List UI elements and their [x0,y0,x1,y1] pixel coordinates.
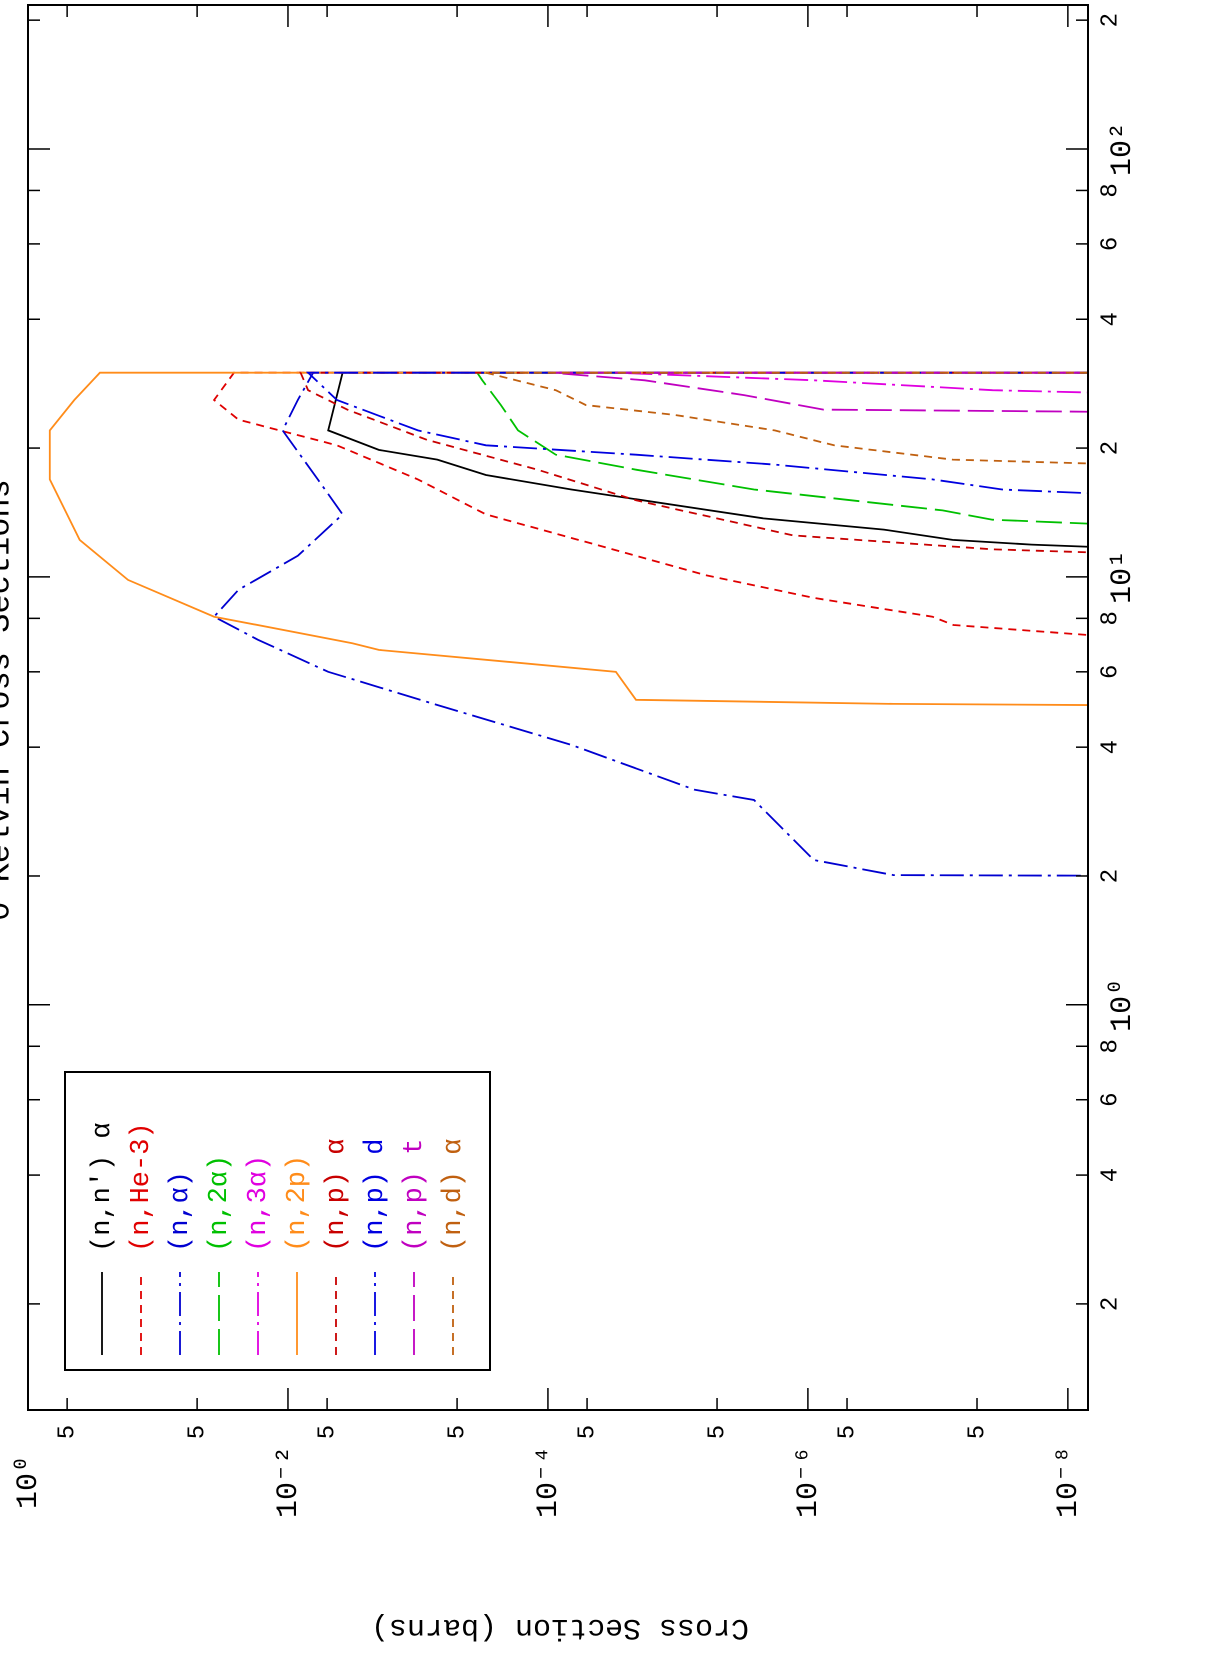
series-line [212,371,1088,636]
legend-label: (n,p) t [400,1139,430,1252]
x-tick-label: 2 [1097,13,1124,27]
y-tick-label: 5 [184,1425,211,1439]
y-tick-label: 10⁻⁶ [792,1446,826,1518]
legend-label: (n,2p) [283,1155,313,1252]
legend-label: (n,2α) [205,1155,235,1252]
y-tick-label: 5 [574,1425,601,1439]
x-tick-label: 8 [1097,183,1124,197]
x-tick-label: 10⁰ [1106,978,1140,1032]
x-tick-label: 2 [1097,1297,1124,1311]
plot-area [48,371,1088,877]
x-tick-label: 2 [1097,869,1124,883]
series-line [327,371,1088,548]
series-line [48,371,1088,706]
x-tick-label: 8 [1097,1039,1124,1053]
y-tick-label: 5 [834,1425,861,1439]
x-tick-label: 8 [1097,611,1124,625]
legend-label: (n,n') α [88,1122,118,1252]
y-tick-label: 5 [54,1425,81,1439]
series-line [485,371,1088,465]
y-tick-label: 10⁰ [12,1455,46,1509]
y-tick-label: 10⁻⁸ [1052,1446,1086,1518]
x-tick-label: 10² [1106,122,1140,176]
x-tick-label: 6 [1097,1093,1124,1107]
y-tick-label: 5 [704,1425,731,1439]
series-line [305,371,1088,495]
series-line [550,371,1088,413]
legend-label: (n,α) [166,1171,196,1252]
legend-box [64,1071,491,1371]
legend-label: (n,3α) [244,1155,274,1252]
y-tick-label: 5 [964,1425,991,1439]
x-tick-label: 4 [1097,312,1124,326]
x-tick-label: 10¹ [1106,550,1140,604]
x-tick-label: 2 [1097,441,1124,455]
y-tick-label: 5 [314,1425,341,1439]
y-tick-label: 10⁻² [272,1446,306,1518]
plot-frame [27,4,1089,1411]
legend-label: (n,d) α [439,1139,469,1252]
y-tick-label: 5 [444,1425,471,1439]
x-tick-label: 6 [1097,237,1124,251]
y-axis-label: Cross Section (barns) [371,1610,749,1644]
series-line [475,371,1088,525]
x-tick-label: 6 [1097,665,1124,679]
legend-label: (n,p) d [361,1139,391,1252]
series-line [615,371,1088,394]
chart-title: 0 Kelvin Cross Sections [0,479,18,921]
legend-label: (n,p) α [322,1139,352,1252]
series-line [212,371,1088,877]
legend-label: (n,He-3) [127,1122,157,1252]
y-tick-label: 10⁻⁴ [532,1446,566,1518]
x-tick-label: 4 [1097,740,1124,754]
x-tick-label: 4 [1097,1168,1124,1182]
